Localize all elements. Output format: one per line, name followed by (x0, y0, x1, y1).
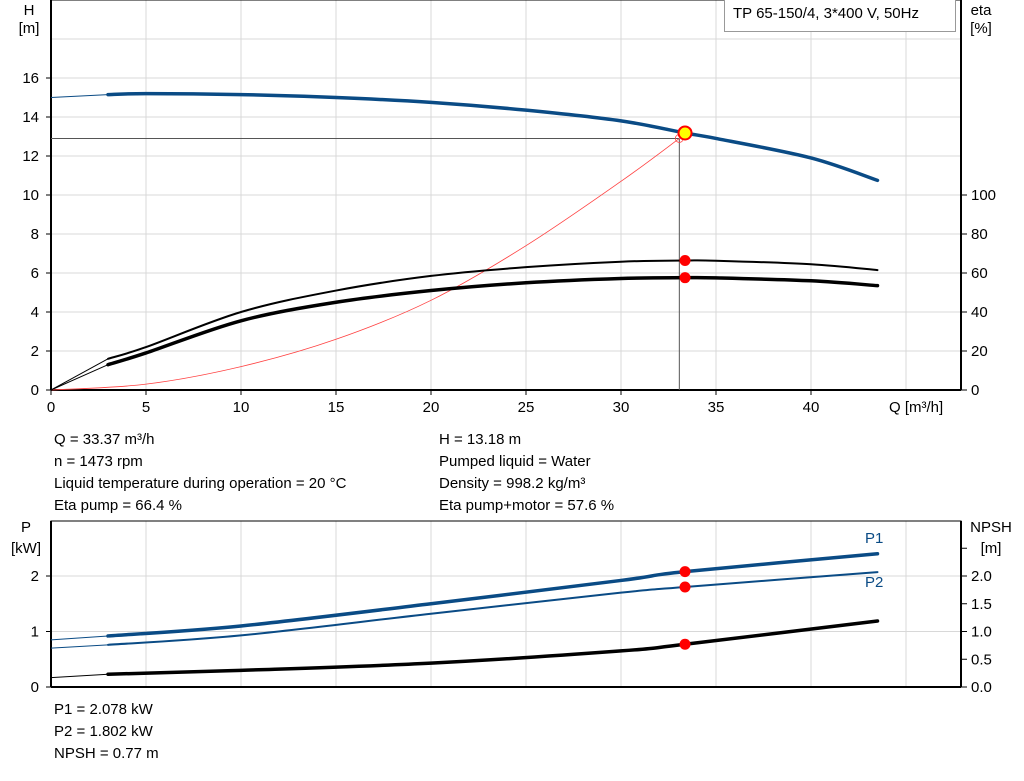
eta-axis-unit: [%] (970, 20, 992, 37)
x-tick-label: 40 (803, 399, 820, 416)
y-tick-label: 14 (22, 109, 39, 126)
h-axis-label: H (24, 2, 35, 19)
eta-tick-label: 80 (971, 226, 988, 243)
x-tick-label: 25 (518, 399, 535, 416)
p-axis-label: P (21, 519, 31, 536)
y-tick-label: 12 (22, 148, 39, 165)
pump-model-label: TP 65-150/4, 3*400 V, 50Hz (724, 0, 956, 32)
x-tick-label: 20 (423, 399, 440, 416)
eta-pump-motor-value: Eta pump+motor = 57.6 % (439, 497, 615, 514)
system-curve (50, 138, 680, 391)
npsh-axis-label: NPSH (970, 519, 1012, 536)
eta-pump-curve (107, 259, 879, 360)
eta-tick-label: 0 (971, 382, 979, 399)
npsh-tick-label: 0.0 (971, 679, 992, 696)
eta-pump-duty-point (679, 255, 691, 267)
eta-tick-label: 40 (971, 304, 988, 321)
y-tick-label: 10 (22, 187, 39, 204)
p-tick-label: 2 (31, 568, 39, 585)
y-tick-label: 4 (31, 304, 39, 321)
x-tick-label: 10 (233, 399, 250, 416)
p1-duty-point (679, 566, 691, 578)
y-tick-label: 0 (31, 382, 39, 399)
power-info: P1 = 2.078 kW P2 = 1.802 kW NPSH = 0.77 … (54, 699, 159, 765)
speed-value: n = 1473 rpm (54, 453, 143, 470)
p2-series-label: P2 (865, 574, 883, 591)
eta-pump-value: Eta pump = 66.4 % (54, 497, 182, 514)
x-tick-label: 30 (613, 399, 630, 416)
npsh-curve-extrapolation (50, 673, 109, 679)
eta-pump-motor-curve (106, 275, 880, 367)
eta-pump-motor-curve-extrapolation (50, 364, 109, 391)
y-tick-label: 2 (31, 343, 39, 360)
x-tick-label: 5 (142, 399, 150, 416)
eta-tick-label: 60 (971, 265, 988, 282)
y-tick-label: 6 (31, 265, 39, 282)
npsh-duty-point (679, 638, 691, 650)
head-value: H = 13.18 m (439, 431, 522, 448)
x-tick-label: 35 (708, 399, 725, 416)
npsh-tick-label: 2.0 (971, 568, 992, 585)
p-tick-label: 1 (31, 624, 39, 641)
npsh-tick-label: 1.0 (971, 624, 992, 641)
p-tick-label: 0 (31, 679, 39, 696)
p2-curve-extrapolation (50, 644, 109, 649)
head-curve-extrapolation (50, 94, 109, 98)
npsh-value: NPSH = 0.77 m (54, 745, 159, 762)
y-tick-label: 8 (31, 226, 39, 243)
p1-value: P1 = 2.078 kW (54, 701, 153, 718)
p2-curve (107, 571, 879, 646)
eta-pump-curve-extrapolation (50, 358, 109, 391)
head-curve (106, 91, 880, 183)
pumped-liquid-value: Pumped liquid = Water (439, 453, 591, 470)
duty-info-right: H = 13.18 m Pumped liquid = Water Densit… (439, 429, 614, 517)
eta-pump-motor-duty-point (679, 272, 691, 284)
eta-tick-label: 100 (971, 187, 996, 204)
x-tick-label: 0 (47, 399, 55, 416)
eta-tick-label: 20 (971, 343, 988, 360)
p1-series-label: P1 (865, 530, 883, 547)
npsh-tick-label: 1.5 (971, 596, 992, 613)
npsh-curve (106, 619, 880, 676)
npsh-axis-unit: [m] (981, 540, 1002, 557)
eta-axis-label: eta (971, 2, 993, 19)
p2-value: P2 = 1.802 kW (54, 723, 153, 740)
liquid-temperature-value: Liquid temperature during operation = 20… (54, 475, 347, 492)
npsh-tick-label: 0.5 (971, 651, 992, 668)
p1-curve (106, 552, 880, 638)
p2-duty-point (679, 581, 691, 593)
x-tick-label: 15 (328, 399, 345, 416)
q-axis-label: Q [m³/h] (889, 399, 943, 416)
flow-value: Q = 33.37 m³/h (54, 431, 155, 448)
density-value: Density = 998.2 kg/m³ (439, 475, 586, 492)
head-duty-point (677, 125, 693, 141)
y-tick-label: 16 (22, 70, 39, 87)
p-axis-unit: [kW] (11, 540, 41, 557)
h-axis-unit: [m] (19, 20, 40, 37)
duty-info-left: Q = 33.37 m³/h n = 1473 rpm Liquid tempe… (54, 429, 346, 517)
power-plot-frame (50, 520, 962, 688)
p1-curve-extrapolation (50, 635, 109, 641)
